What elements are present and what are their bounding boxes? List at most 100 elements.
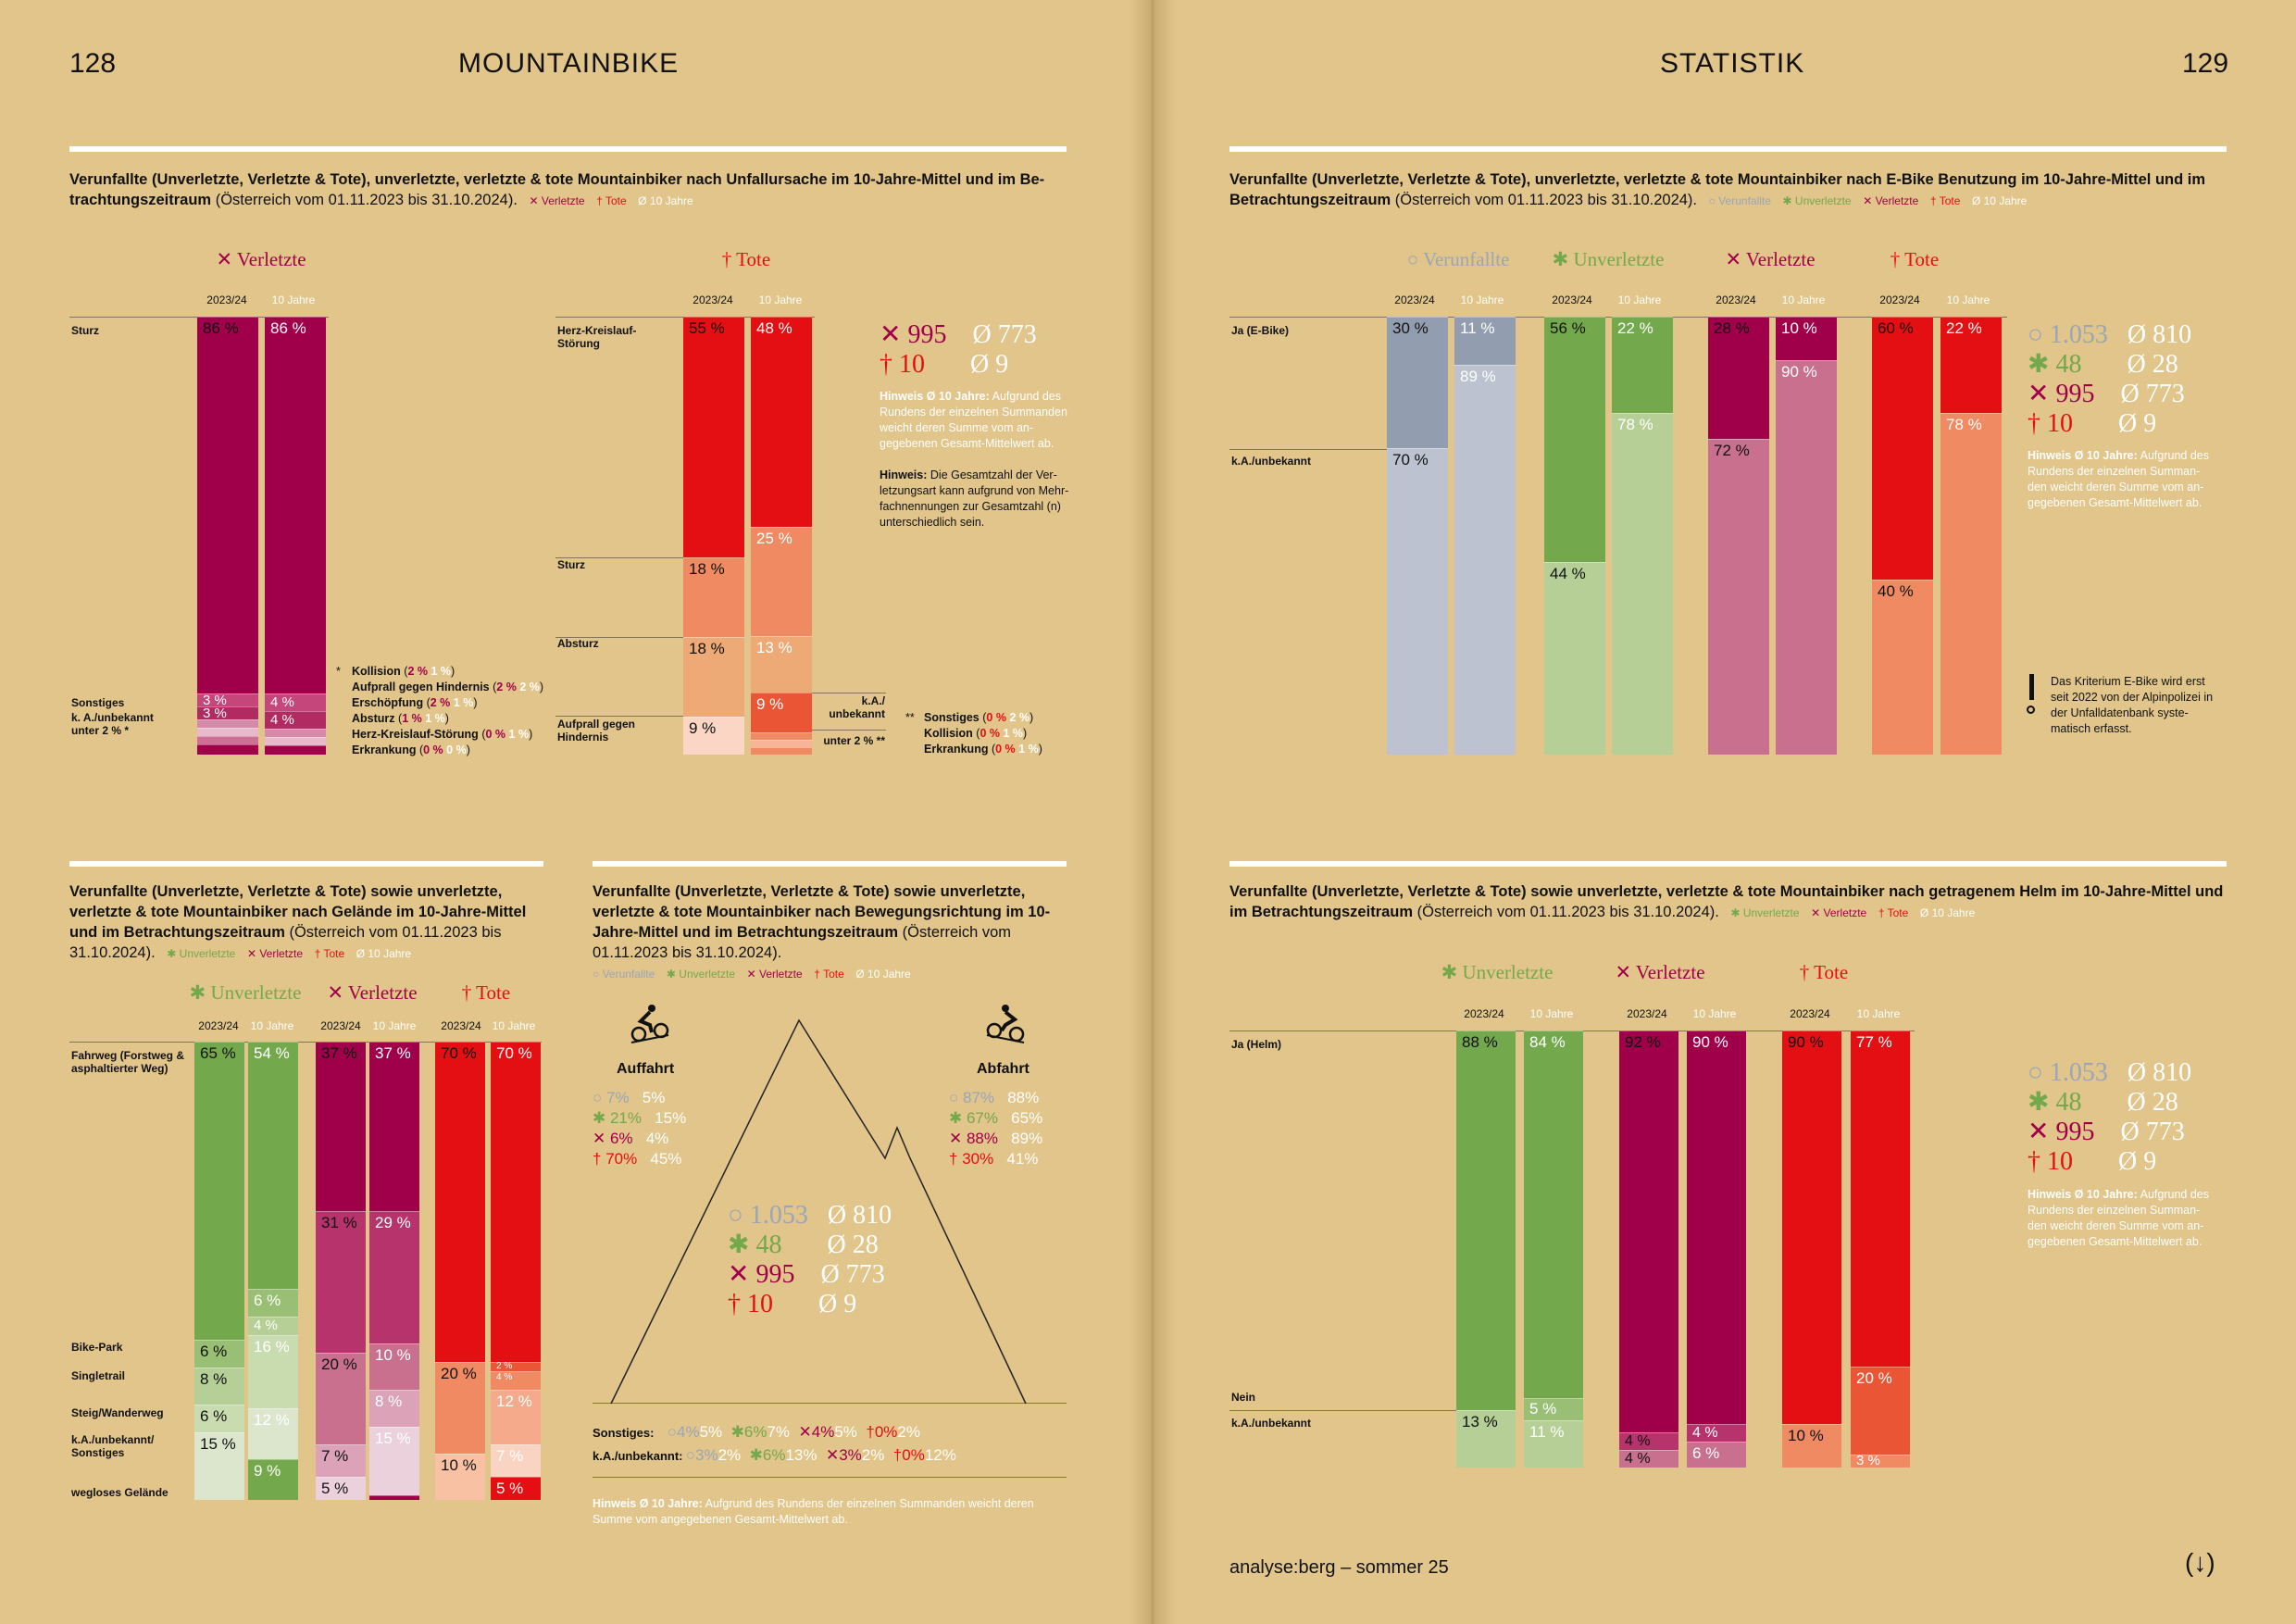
bar-segment: 11 % <box>1454 317 1516 365</box>
bar-segment: 18 % <box>683 637 744 717</box>
asterisk-icon: ✱ <box>1552 248 1569 270</box>
hint-note: Hinweis Ø 10 Jahre: Aufgrund des Rundens… <box>2028 1188 2209 1248</box>
bar-segment <box>265 737 326 745</box>
bar-verletzte-10jahre: 86 % 4 % 4 % <box>265 317 326 755</box>
year-label: 10 Jahre <box>1946 294 1990 306</box>
footer-text: analyse:berg – sommer 25 <box>1229 1557 1449 1578</box>
bar-segment: 13 % <box>1456 1410 1516 1468</box>
uphill-bike-icon <box>630 1003 670 1048</box>
hint-note: Hinweis Ø 10 Jahre: Aufgrund des Rundens… <box>880 390 1067 450</box>
category-label: Sturz <box>557 558 585 571</box>
year-label: 2023/24 <box>206 294 247 306</box>
year-label: 10 Jahre <box>758 294 803 306</box>
year-label: 10 Jahre <box>372 1019 417 1032</box>
ebike-note: Das Kriterium E-Bike wird erst seit 2022… <box>2051 675 2214 735</box>
bar-verletzte-10jahre: 90 % 4 % 6 % <box>1687 1031 1746 1468</box>
bar-segment: 55 % <box>683 317 744 557</box>
bar-segment: 8 % <box>194 1368 244 1405</box>
bar-unverletzte-10jahre: 54 % 6 % 4 % 16 % 12 % 9 % <box>248 1042 298 1500</box>
header-unverletzte: ✱ Unverletzte <box>189 981 302 1004</box>
category-label: Singletrail <box>71 1369 126 1382</box>
abfahrt-label: Abfahrt <box>977 1061 1029 1077</box>
bar-segment: 37 % <box>316 1042 366 1211</box>
bar-segment: 88 % <box>1456 1031 1516 1410</box>
header-verletzte: ✕ Verletzte <box>1615 961 1705 983</box>
category-label: Nein <box>1231 1391 1256 1404</box>
bar-segment: 86 % <box>197 317 258 693</box>
category-label: k. A./unbekannt <box>71 711 154 724</box>
category-guide <box>555 716 683 717</box>
page-number-right: 129 <box>2182 48 2229 79</box>
header-verletzte: ✕ Verletzte <box>216 248 306 270</box>
section-rule <box>69 861 543 867</box>
bar-segment: 12 % <box>248 1408 298 1459</box>
mountain-outline <box>610 1018 1027 1405</box>
bar-segment: 22 % <box>1612 317 1673 413</box>
bar-segment: 15 % <box>369 1427 419 1495</box>
bar-segment: 13 % <box>751 636 812 693</box>
category-label: Aufprall gegen Hindernis <box>557 718 636 743</box>
bar-segment: 29 % <box>369 1211 419 1343</box>
category-guide <box>1229 449 1387 450</box>
bar-verletzte-2023: 92 % 4 % 4 % <box>1619 1031 1678 1468</box>
dagger-icon: † <box>880 350 892 379</box>
bar-segment: 70 % <box>491 1042 541 1362</box>
bar-segment <box>197 744 258 755</box>
bar-segment <box>265 745 326 755</box>
cross-icon: ✕ <box>880 320 902 349</box>
bar-segment: 77 % <box>1851 1031 1910 1367</box>
downhill-bike-icon <box>985 1003 1026 1048</box>
header-unverletzte: ✱ Unverletzte <box>1552 248 1665 270</box>
bar-unverletzte-2023: 56 % 44 % <box>1544 317 1605 755</box>
bar-segment: 20 % <box>316 1353 366 1444</box>
bar-segment: 6 % <box>248 1289 298 1317</box>
bar-segment: 3 % <box>1851 1453 1910 1468</box>
chart1-title: Verunfallte (Unverletzte, Verletzte & To… <box>69 171 1045 208</box>
header-tote: † Tote <box>1799 961 1849 983</box>
bar-unverletzte-10jahre: 84 % 5 % 11 % <box>1524 1031 1583 1468</box>
stats-block: ✕ 995 Ø 773 † 10 Ø 9 <box>880 320 1037 379</box>
year-label: 2023/24 <box>1879 294 1920 306</box>
category-label: Bike-Park <box>71 1341 123 1354</box>
bar-segment: 4 % <box>1619 1432 1678 1450</box>
bar-tote-10jahre: 22 % 78 % <box>1940 317 2002 755</box>
bar-segment: 84 % <box>1524 1031 1583 1398</box>
bar-segment: 28 % <box>1708 317 1769 439</box>
bar-segment: 16 % <box>248 1335 298 1408</box>
bar-verletzte-2023: 28 % 72 % <box>1708 317 1769 755</box>
year-label: 10 Jahre <box>1460 294 1504 306</box>
side-label: unter 2 % ** <box>823 734 885 747</box>
bar-segment: 78 % <box>1612 413 1673 755</box>
bar-segment: 6 % <box>1687 1442 1746 1468</box>
section-rule <box>1229 861 2227 867</box>
chart5-title: Verunfallte (Unverletzte, Verletzte & To… <box>1229 883 2224 920</box>
bar-segment: 44 % <box>1544 562 1605 755</box>
bar-segment: 10 % <box>1782 1424 1841 1468</box>
down-arrow-icon[interactable]: (↓) <box>2185 1548 2215 1577</box>
bar-segment: 4 % <box>491 1371 541 1390</box>
bar-unverletzte-2023: 65 % 6 % 8 % 6 % 15 % <box>194 1042 244 1500</box>
bar-verletzte-10jahre: 37 % 29 % 10 % 8 % 15 % <box>369 1042 419 1500</box>
bar-segment: 37 % <box>369 1042 419 1211</box>
bar-segment: 31 % <box>316 1211 366 1353</box>
category-label: Herz-Kreislauf-Störung <box>557 324 637 350</box>
year-label: 2023/24 <box>1552 294 1592 306</box>
hint-note: Hinweis: Die Gesamtzahl der Ver-letzungs… <box>880 468 1069 529</box>
bar-tote-2023: 55 % 18 % 18 % 9 % <box>683 317 744 755</box>
bar-unverletzte-10jahre: 22 % 78 % <box>1612 317 1673 755</box>
bar-segment: 9 % <box>751 693 812 732</box>
header-verletzte: ✕ Verletzte <box>1725 248 1816 270</box>
bar-segment: 86 % <box>265 317 326 693</box>
bar-segment: 3 % <box>197 706 258 721</box>
header-verunfallte: ○ Verunfallte <box>1406 248 1510 270</box>
year-label: 2023/24 <box>1716 294 1756 306</box>
bar-segment <box>751 747 812 755</box>
bar-segment <box>369 1495 419 1500</box>
year-label: 2023/24 <box>1464 1007 1504 1020</box>
cross-icon: ✕ <box>1615 961 1632 983</box>
year-label: 2023/24 <box>693 294 733 306</box>
bar-segment: 89 % <box>1454 365 1516 755</box>
bar-tote-2023: 90 % 10 % <box>1782 1031 1841 1468</box>
header-tote: † Tote <box>461 981 511 1004</box>
